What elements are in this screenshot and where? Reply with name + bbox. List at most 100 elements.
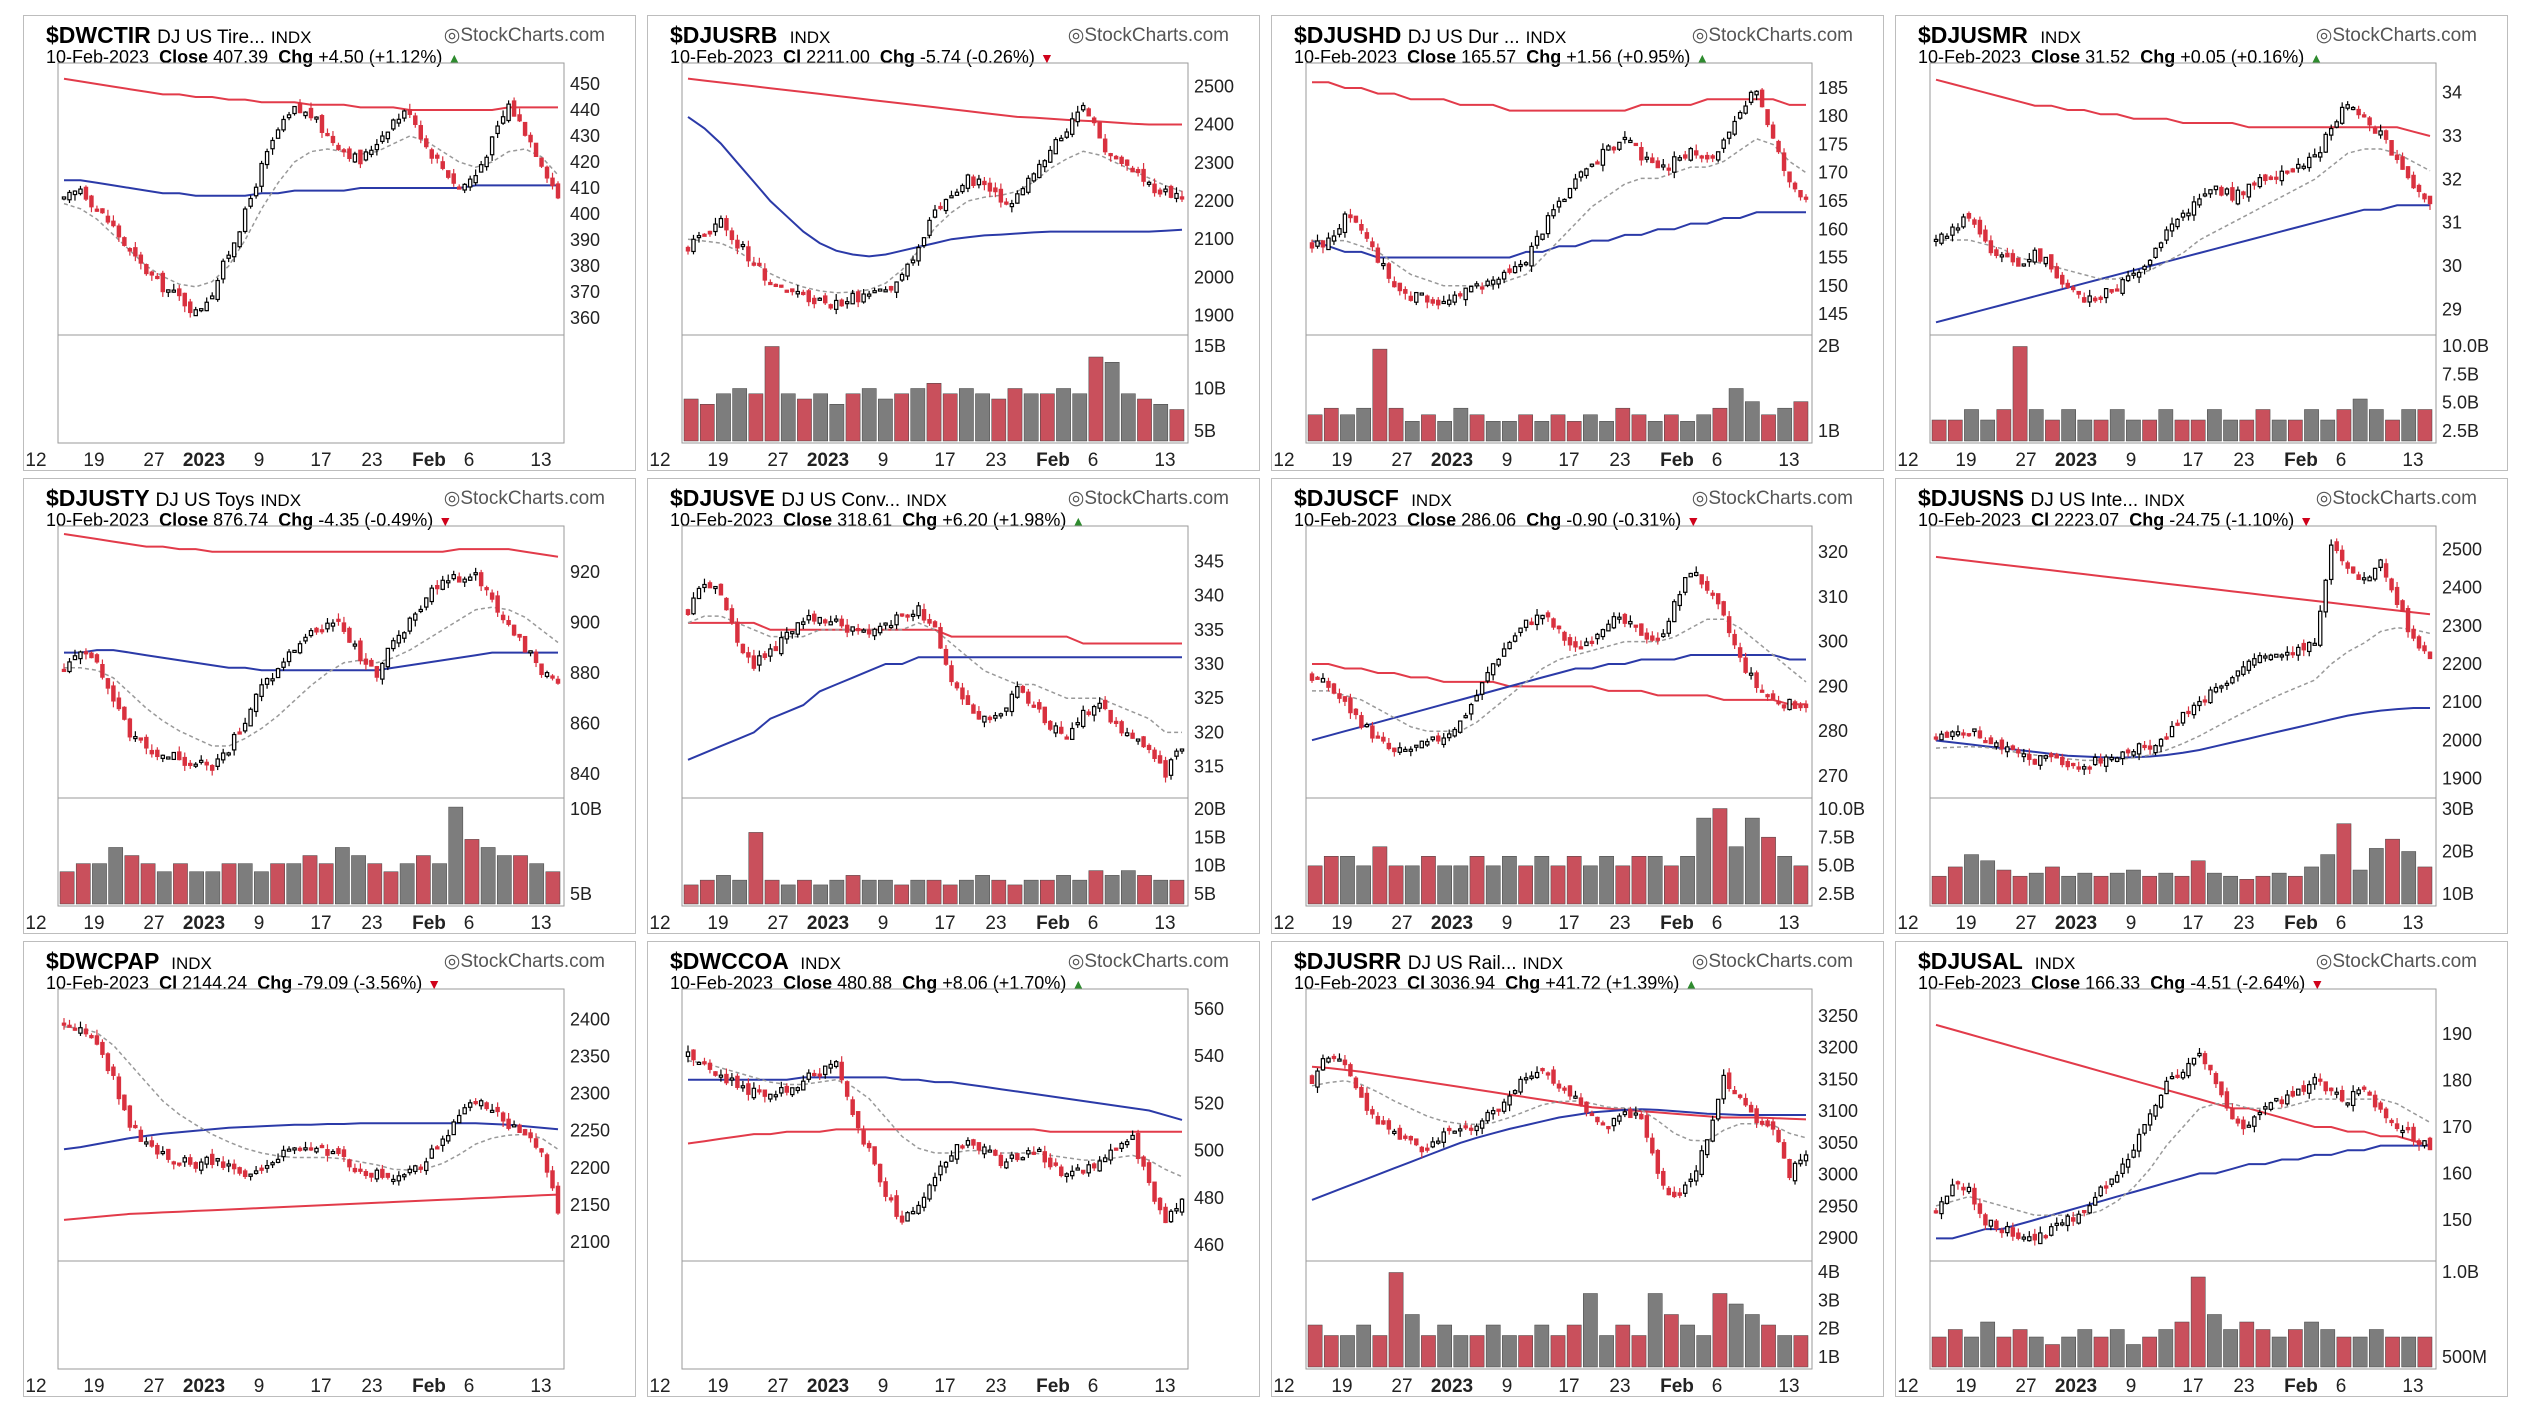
x-tick-label: Feb [412, 913, 446, 934]
volume-bar [1023, 879, 1039, 905]
chg-value: +6.20 (+1.98%) [942, 510, 1067, 530]
volume-bar [2174, 875, 2190, 905]
volume-bar [2336, 823, 2352, 905]
chart-panel-djusns[interactable]: $DJUSNS DJ US Inte... INDX ◎StockCharts.co… [1895, 478, 2508, 934]
chart-panel-djusve[interactable]: $DJUSVE DJ US Conv... INDX ◎StockCharts.co… [647, 478, 1260, 934]
y-tick-label: 2200 [1194, 191, 1234, 211]
candle-body [94, 208, 100, 212]
candle-body [1320, 240, 1326, 248]
y-tick-label: 3250 [1818, 1006, 1858, 1026]
candle-body [724, 597, 729, 611]
exchange-label: INDX [789, 28, 831, 47]
chart-panel-djuscf[interactable]: $DJUSCF INDX ◎StockCharts.com 10-Feb-2023 … [1271, 478, 1884, 934]
volume-bar [2271, 872, 2287, 905]
candle-body [1655, 160, 1661, 169]
candle-body [138, 737, 144, 741]
candle-body [2345, 104, 2350, 109]
candle-body [1326, 1057, 1331, 1063]
chart-panel-djusal[interactable]: $DJUSAL INDX ◎StockCharts.com 10-Feb-2023 … [1895, 941, 2508, 1397]
candle-body [1754, 1108, 1759, 1124]
candle-body [1770, 124, 1776, 139]
x-tick-label: 19 [707, 1376, 728, 1397]
volume-bar [2255, 409, 2271, 442]
volume-bar [1583, 865, 1598, 905]
candle-body [2268, 654, 2274, 661]
chart-panel-djusty[interactable]: $DJUSTY DJ US Toys INDX ◎StockCharts.com 10… [23, 478, 636, 934]
candle-body [456, 576, 462, 583]
candle-body [1556, 1083, 1562, 1089]
y-tick-label: 180 [2442, 1071, 2472, 1091]
y-tick-label: 2150 [570, 1195, 610, 1215]
candle-body [2301, 165, 2306, 169]
candle-body [1337, 1058, 1342, 1062]
candle-body [1661, 633, 1666, 638]
candle-body [319, 629, 325, 633]
candle-body [817, 297, 822, 301]
candle-body [166, 289, 171, 293]
candle-body [773, 646, 779, 652]
candle-body [440, 161, 445, 169]
y-tick-label: 320 [1818, 542, 1848, 562]
candle-body [1628, 139, 1633, 144]
x-tick-label: 12 [1273, 450, 1294, 471]
volume-tick-label: 2.5B [2442, 421, 2479, 441]
volume-bar [2417, 409, 2433, 442]
candle-body [1529, 621, 1534, 626]
volume-bar [732, 879, 748, 905]
candle-body [2345, 562, 2350, 569]
x-tick-label: 23 [2233, 1376, 2254, 1397]
candle-body [2076, 766, 2081, 770]
x-tick-label: 27 [767, 913, 788, 934]
y-tick-label: 32 [2442, 169, 2462, 189]
volume-bar [1534, 421, 1550, 442]
candle-body [1452, 728, 1457, 737]
candle-body [2400, 600, 2405, 612]
volume-bar [1469, 414, 1485, 442]
candle-body [1551, 1069, 1556, 1084]
candle-body [1020, 1157, 1026, 1161]
volume-bar [1518, 414, 1533, 442]
volume-bar [926, 383, 942, 442]
x-tick-label: 27 [143, 1376, 164, 1397]
y-tick-label: 2300 [1194, 153, 1234, 173]
candle-body [1944, 235, 1950, 239]
candle-body [2202, 193, 2208, 197]
candle-body [910, 259, 916, 264]
candle-body [1611, 1117, 1617, 1127]
watermark-text: StockCharts.com [1084, 951, 1229, 972]
moving-average-red-line [687, 1128, 1182, 1145]
chart-panel-dwcpap[interactable]: $DWCPAP INDX ◎StockCharts.com 10-Feb-2023 … [23, 941, 636, 1397]
candle-body [550, 177, 555, 187]
candle-body [685, 609, 691, 616]
chart-panel-djusrr[interactable]: $DJUSRR DJ US Rail... INDX ◎StockCharts.co… [1271, 941, 1884, 1397]
y-tick-label: 880 [570, 663, 600, 683]
candle-body [2279, 1099, 2285, 1105]
candle-body [1787, 1159, 1792, 1179]
candle-body [358, 1168, 363, 1172]
symbol-text: $DWCCOA [670, 948, 788, 974]
chart-panel-dwctir[interactable]: $DWCTIR DJ US Tire... INDX ◎StockCharts.co… [23, 15, 636, 471]
watermark-text: StockCharts.com [1084, 25, 1229, 46]
chart-panel-dwccoa[interactable]: $DWCCOA INDX ◎StockCharts.com 10-Feb-2023 … [647, 941, 1260, 1397]
candle-body [100, 208, 105, 214]
candle-body [1939, 733, 1944, 741]
candle-body [910, 1210, 916, 1215]
candle-body [718, 217, 724, 228]
candle-body [1037, 163, 1042, 179]
y-tick-label: 29 [2442, 299, 2462, 319]
candle-body [899, 613, 905, 617]
candle-body [215, 758, 220, 767]
volume-bar [189, 871, 204, 905]
y-tick-label: 150 [1818, 276, 1848, 296]
triangle-up-icon: ▲ [1071, 976, 1086, 992]
chart-panel-djusmr[interactable]: $DJUSMR INDX ◎StockCharts.com 10-Feb-2023 … [1895, 15, 2508, 471]
volume-bar [1996, 869, 2012, 905]
candle-body [1933, 238, 1939, 242]
chart-panel-djushd[interactable]: $DJUSHD DJ US Dur ... INDX ◎StockCharts.co… [1271, 15, 1884, 471]
chart-panel-djusrb[interactable]: $DJUSRB INDX ◎StockCharts.com 10-Feb-2023 … [647, 15, 1260, 471]
moving-average-red-line [1935, 555, 2431, 616]
y-tick-label: 390 [570, 230, 600, 250]
y-tick-label: 175 [1818, 134, 1848, 154]
volume-bar [302, 855, 318, 905]
volume-bar [797, 398, 812, 442]
